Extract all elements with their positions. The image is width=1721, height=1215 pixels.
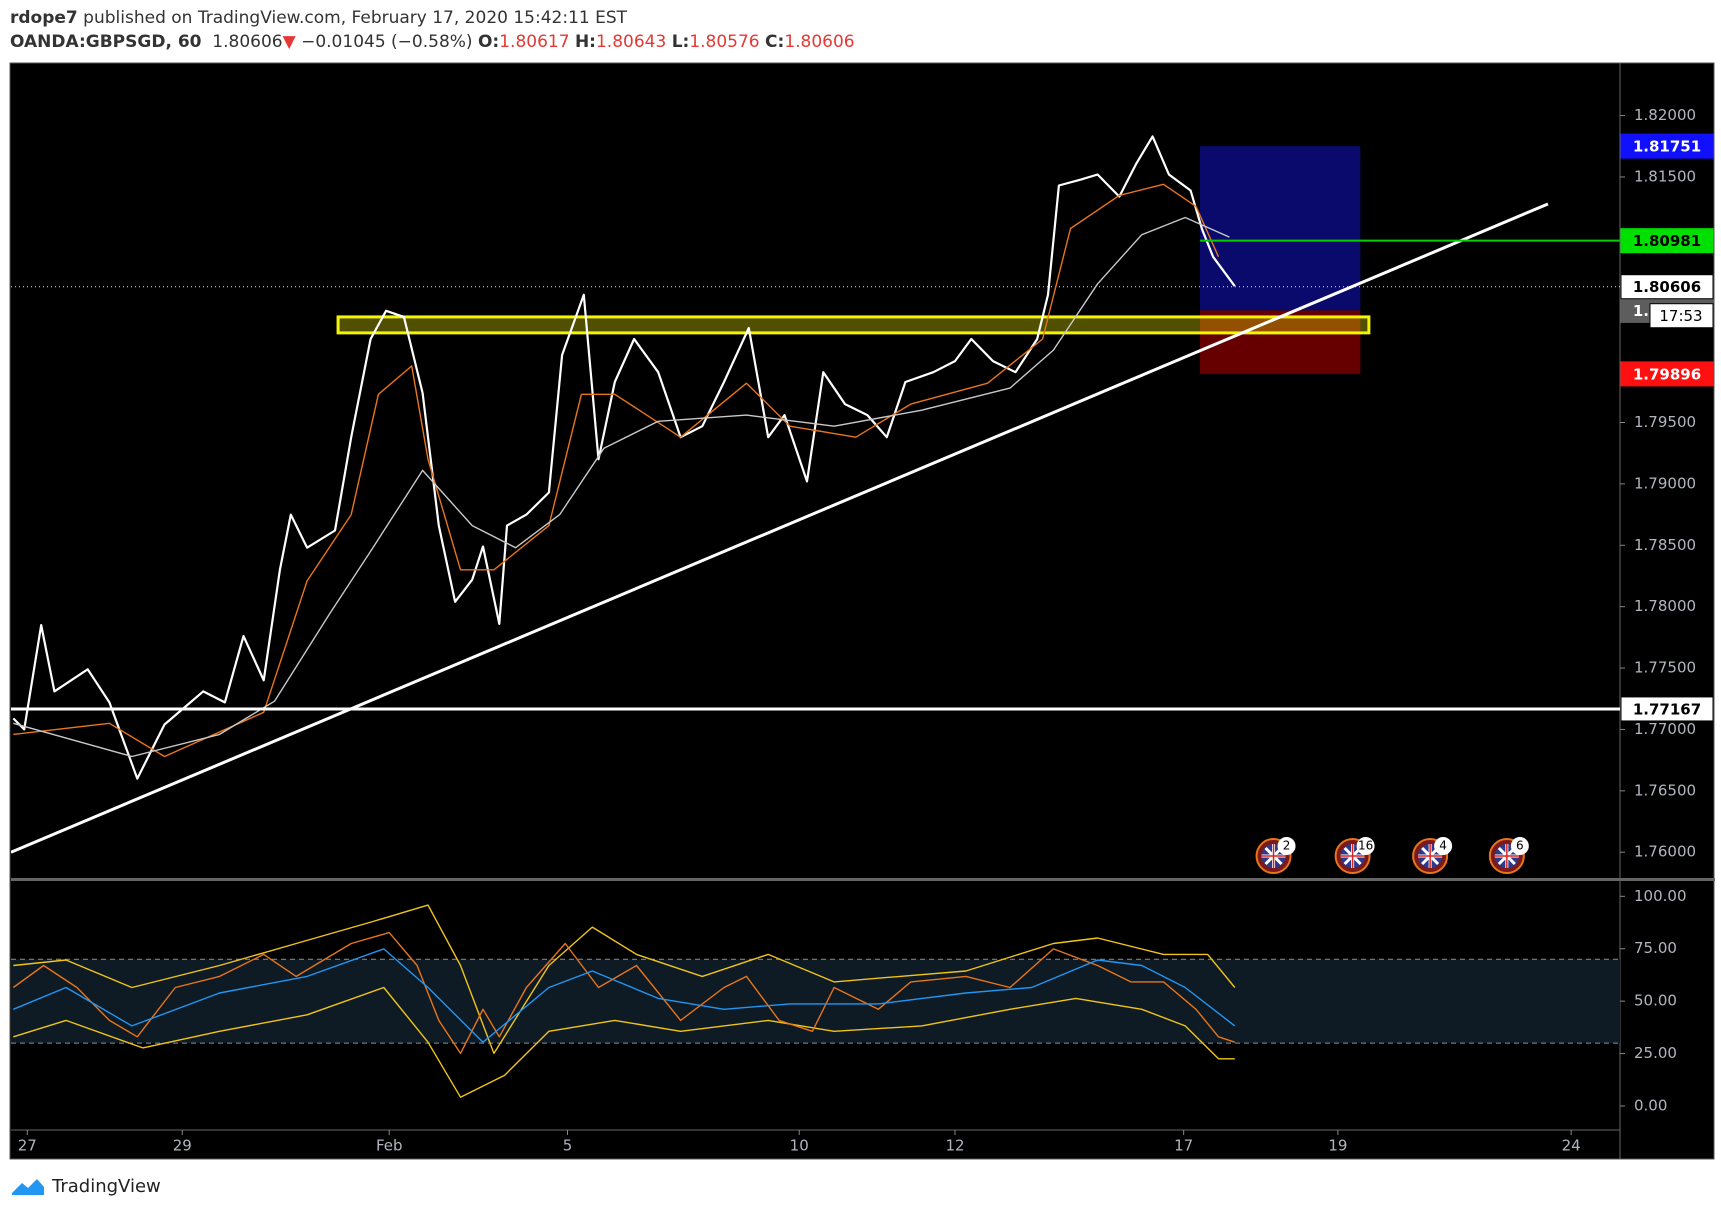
event: 16 [1334,837,1375,874]
flag-cross-red [1494,844,1519,868]
header: rdope7 published on TradingView.com, Feb… [10,6,855,54]
flag-cross-red [1340,844,1365,868]
brand: TradingView [52,1175,161,1197]
price-tag-label: 1.79896 [1633,365,1701,383]
event-count: 4 [1439,839,1447,853]
event-badge [1356,837,1375,855]
y-tick-label: 1.82000 [1634,106,1696,124]
logo [12,1179,44,1195]
ohlc-label: H: [574,32,596,52]
y-tick-label: 0.00 [1634,1096,1667,1114]
y-tick-label: 100.00 [1634,887,1687,905]
y-tick-label: 1.81500 [1634,167,1696,185]
publisher: rdope7 [10,8,78,28]
y-tick-label: 25.00 [1634,1044,1677,1062]
ohlc-label: L: [671,32,690,52]
event-count: 6 [1516,839,1524,853]
footer: TradingView [10,1175,161,1197]
trendline [11,202,1549,854]
countdown: 17:53 [1659,307,1702,325]
ohlc-value: 1.80576 [689,32,760,52]
plot [11,904,1620,1098]
ohlc-label: O: [477,32,500,52]
price-tag [1620,133,1714,159]
published: published on TradingView.com, February 1… [83,8,628,28]
event: 2 [1255,837,1296,874]
change: −0.01045 (−0.58%) [301,32,473,52]
series-line [13,986,1235,1098]
ohlc-value: 1.80606 [784,32,855,52]
x-tick-label: 12 [945,1137,964,1155]
price-tag [1620,274,1714,300]
stop-zone [1199,310,1361,374]
x-tick-label: 29 [173,1137,192,1155]
publish-line: rdope7 published on TradingView.com, Feb… [10,6,855,30]
y-tick-label: 75.00 [1634,939,1677,957]
x-tick-label: 19 [1328,1137,1347,1155]
event-badge [1510,837,1529,855]
pane: 2 16 4 6 [11,135,1620,874]
x-tick-label: 5 [563,1137,573,1155]
y-tick-label: 1.79500 [1634,413,1696,431]
x-tick-label: Feb [376,1137,403,1155]
series-line [13,216,1230,758]
resistance-zone [336,315,1371,335]
price-tag [1620,361,1714,387]
symbol: OANDA:GBPSGD, 60 [10,32,202,52]
event-count: 16 [1358,839,1373,853]
y-tick-label: 1.79000 [1634,474,1696,492]
down-arrow: ▼ [282,32,296,52]
flag-cross-red [1418,844,1443,868]
x-tick-label: 24 [1562,1137,1581,1155]
symbol-line: OANDA:GBPSGD, 60 1.80606▼ −0.01045 (−0.5… [10,30,855,54]
countdown-box [1649,303,1714,329]
x-tick-label: 17 [1174,1137,1193,1155]
y-tick-label: 1.77000 [1634,720,1696,738]
price-tag-label: 1.80606 [1633,278,1701,296]
y-tick-label: 1.76500 [1634,781,1696,799]
ohlc-value: 1.80617 [499,32,570,52]
series-line [12,931,1236,1055]
target-zone [1199,146,1361,311]
event: 6 [1488,837,1529,874]
flag-cross-red [1261,844,1286,868]
price-tag-label: 1.81751 [1633,138,1701,156]
price: 1.80606 [212,32,283,52]
price-tag-label: 1.77167 [1633,700,1701,718]
pane [11,904,1620,1098]
series-line [13,183,1220,758]
x-tick-label: 27 [18,1137,37,1155]
x-tick-label: 10 [790,1137,809,1155]
event-badge [1434,837,1453,855]
y-tick-label: 1.77500 [1634,659,1696,677]
plot: 2 16 4 6 [11,135,1620,874]
band-fill [11,959,1620,1044]
event: 4 [1412,837,1453,874]
series-line [13,948,1236,1043]
y-tick-label: 1.78000 [1634,597,1696,615]
ohlc-label: C: [765,32,785,52]
series-line [12,135,1236,780]
price-tag-label: 1.80981 [1633,232,1701,250]
event-badge [1277,837,1296,855]
price-tag [1620,696,1714,722]
series-line [13,904,1236,1055]
y-tick-label: 1.76000 [1634,843,1696,861]
event-count: 2 [1283,839,1291,853]
y-tick-label: 1.78500 [1634,536,1696,554]
ohlc-value: 1.80643 [595,32,667,52]
y-tick-label: 50.00 [1634,992,1677,1010]
price-tag [1620,228,1714,254]
ohlc: O:1.80617 H:1.80643 L:1.80576 C:1.80606 [478,32,855,52]
